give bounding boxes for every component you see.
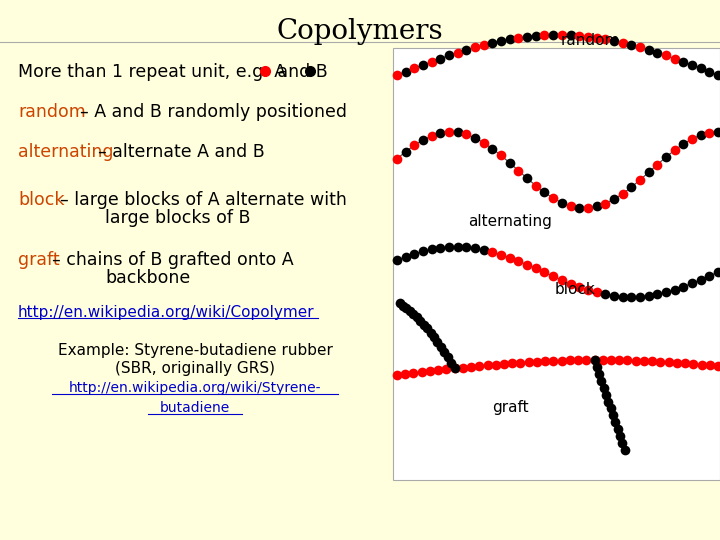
Text: random: random [18,103,86,121]
Text: graft: graft [492,400,528,415]
Text: large blocks of B: large blocks of B [105,209,251,227]
Text: block: block [554,282,595,297]
Bar [393,48,720,480]
Text: Copolymers: Copolymers [276,18,444,45]
Text: backbone: backbone [105,269,190,287]
Text: graft: graft [18,251,60,269]
Text: (SBR, originally GRS): (SBR, originally GRS) [115,361,275,375]
Text: – chains of B grafted onto A: – chains of B grafted onto A [52,251,294,269]
Text: and B: and B [272,63,328,81]
Text: More than 1 repeat unit, e.g. A: More than 1 repeat unit, e.g. A [18,63,286,81]
Text: alternating: alternating [18,143,114,161]
Text: – large blocks of A alternate with: – large blocks of A alternate with [60,191,347,209]
Text: random: random [560,33,620,48]
Text: http://en.wikipedia.org/wiki/Copolymer: http://en.wikipedia.org/wiki/Copolymer [18,305,315,320]
Text: Example: Styrene-butadiene rubber: Example: Styrene-butadiene rubber [58,342,333,357]
Text: – alternate A and B: – alternate A and B [98,143,265,161]
Text: http://en.wikipedia.org/wiki/Styrene-: http://en.wikipedia.org/wiki/Styrene- [68,381,321,395]
Text: block: block [18,191,65,209]
Text: alternating: alternating [468,214,552,229]
Text: – A and B randomly positioned: – A and B randomly positioned [80,103,347,121]
Text: butadiene: butadiene [160,401,230,415]
